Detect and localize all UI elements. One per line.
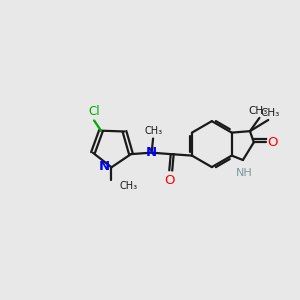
Text: N: N	[99, 160, 110, 173]
Text: Cl: Cl	[88, 105, 100, 118]
Text: NH: NH	[236, 168, 253, 178]
Text: CH₃: CH₃	[260, 108, 279, 118]
Text: N: N	[146, 146, 157, 159]
Text: O: O	[268, 136, 278, 149]
Text: CH₃: CH₃	[248, 106, 268, 116]
Text: CH₃: CH₃	[120, 181, 138, 191]
Text: CH₃: CH₃	[145, 126, 163, 136]
Text: O: O	[164, 174, 175, 187]
